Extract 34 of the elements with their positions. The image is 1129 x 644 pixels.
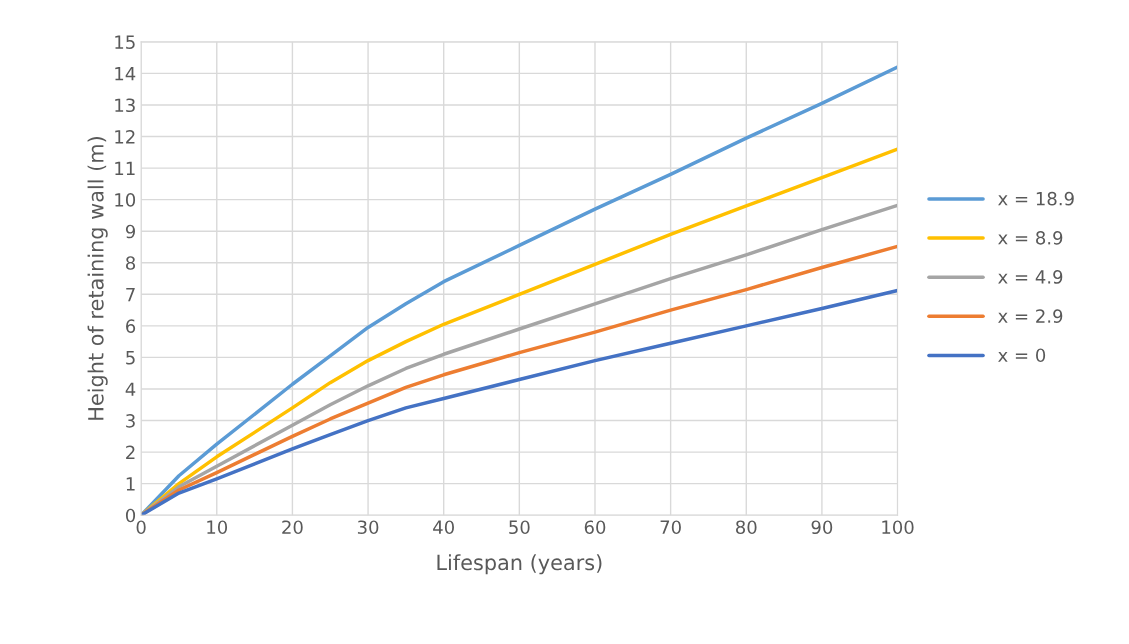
x-tick-label: 0 xyxy=(136,520,146,535)
y-tick-label: 4 xyxy=(125,382,136,396)
y-tick-label: 11 xyxy=(115,161,135,175)
y-tick-label: 15 xyxy=(115,35,135,49)
y-tick-label: 13 xyxy=(115,98,135,113)
legend-label: x = 2.9 xyxy=(998,309,1063,323)
y-tick-label: 14 xyxy=(115,67,136,81)
y-axis-title: Height of retaining wall (m) xyxy=(87,137,108,420)
y-tick-label: 5 xyxy=(126,351,135,365)
x-tick-label: 60 xyxy=(584,520,606,535)
x-tick-label: 30 xyxy=(357,520,379,535)
x-tick-label: 50 xyxy=(509,520,530,535)
x-axis-title: Lifespan (years) xyxy=(437,554,602,575)
legend-label: x = 0 xyxy=(998,348,1046,363)
x-tick-label: 40 xyxy=(433,520,454,535)
legend-label: x = 18.9 xyxy=(998,191,1074,206)
y-tick-label: 2 xyxy=(126,445,135,459)
y-tick-label: 8 xyxy=(126,256,136,270)
x-tick-label: 100 xyxy=(882,520,914,535)
y-tick-label: 1 xyxy=(126,477,135,491)
y-tick-label: 12 xyxy=(115,129,135,144)
x-tick-label: 20 xyxy=(282,520,303,535)
x-tick-label: 80 xyxy=(736,520,757,535)
x-tick-label: 90 xyxy=(811,520,833,535)
x-tick-label: 70 xyxy=(660,520,681,535)
y-tick-label: 9 xyxy=(125,224,135,239)
y-tick-label: 10 xyxy=(115,193,136,207)
y-tick-label: 7 xyxy=(126,288,135,302)
y-tick-label: 6 xyxy=(126,319,136,333)
y-tick-label: 0 xyxy=(125,508,136,523)
x-tick-label: 10 xyxy=(207,520,228,535)
y-tick-label: 3 xyxy=(126,413,135,428)
legend-label: x = 8.9 xyxy=(998,230,1063,245)
legend-label: x = 4.9 xyxy=(998,270,1063,284)
